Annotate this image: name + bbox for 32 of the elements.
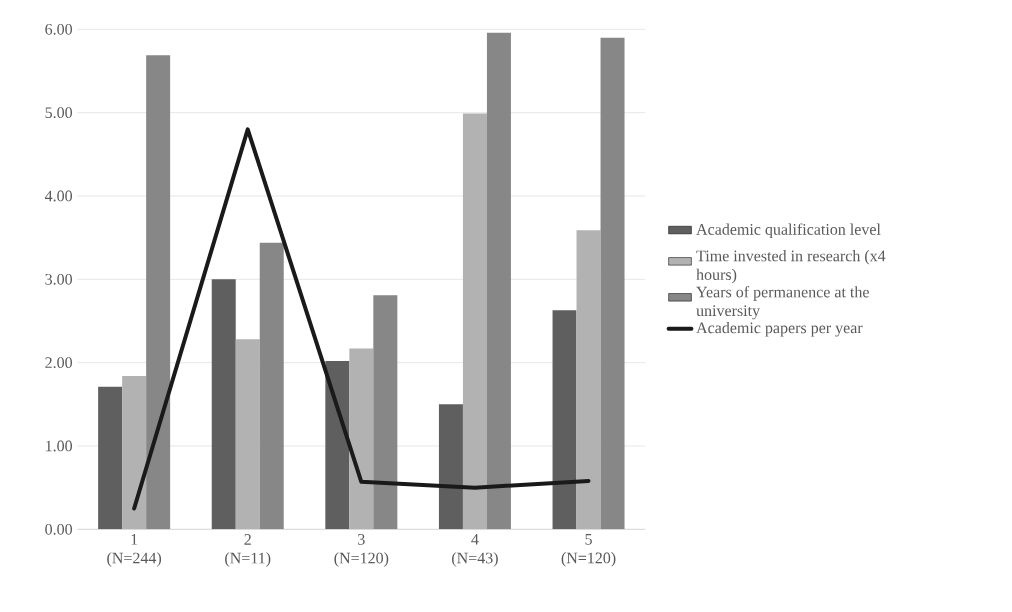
bar: [600, 37, 625, 530]
y-tick-label: 5.00: [45, 107, 73, 119]
legend-label: Academic qualification level: [696, 223, 881, 239]
bar: [552, 310, 577, 530]
bar: [349, 348, 374, 530]
bar: [259, 242, 284, 530]
y-tick-label: 6.00: [45, 23, 73, 35]
bar: [146, 55, 171, 530]
line-series: [132, 127, 591, 511]
legend-label: Academic papers per year: [696, 322, 863, 337]
x-tick-label: 2 (N=11): [225, 534, 271, 567]
bar: [576, 230, 601, 530]
bar: [486, 32, 511, 530]
bar: [325, 361, 350, 530]
bar: [211, 279, 236, 530]
legend-label: Time invested in research (x4 hours): [696, 250, 886, 284]
bar: [98, 386, 123, 530]
y-tick-label: 2.00: [45, 357, 73, 369]
y-tick-label: 0.00: [45, 523, 73, 535]
y-tick-label: 4.00: [44, 190, 73, 202]
legend-label: Years of permanence at the university: [696, 285, 869, 320]
x-tick-label: 1 (N=244): [107, 534, 162, 567]
x-tick-label: 3 (N=120): [334, 534, 389, 567]
y-tick-label: 3.00: [45, 273, 73, 285]
bar: [122, 376, 147, 530]
bar: [373, 295, 398, 530]
y-tick-label: 1.00: [46, 440, 73, 452]
x-tick-label: 5 (N=120): [561, 534, 616, 567]
bar: [235, 339, 260, 530]
bar: [462, 113, 487, 530]
x-tick-label: 4 (N=43): [452, 534, 498, 567]
bar: [438, 404, 463, 530]
